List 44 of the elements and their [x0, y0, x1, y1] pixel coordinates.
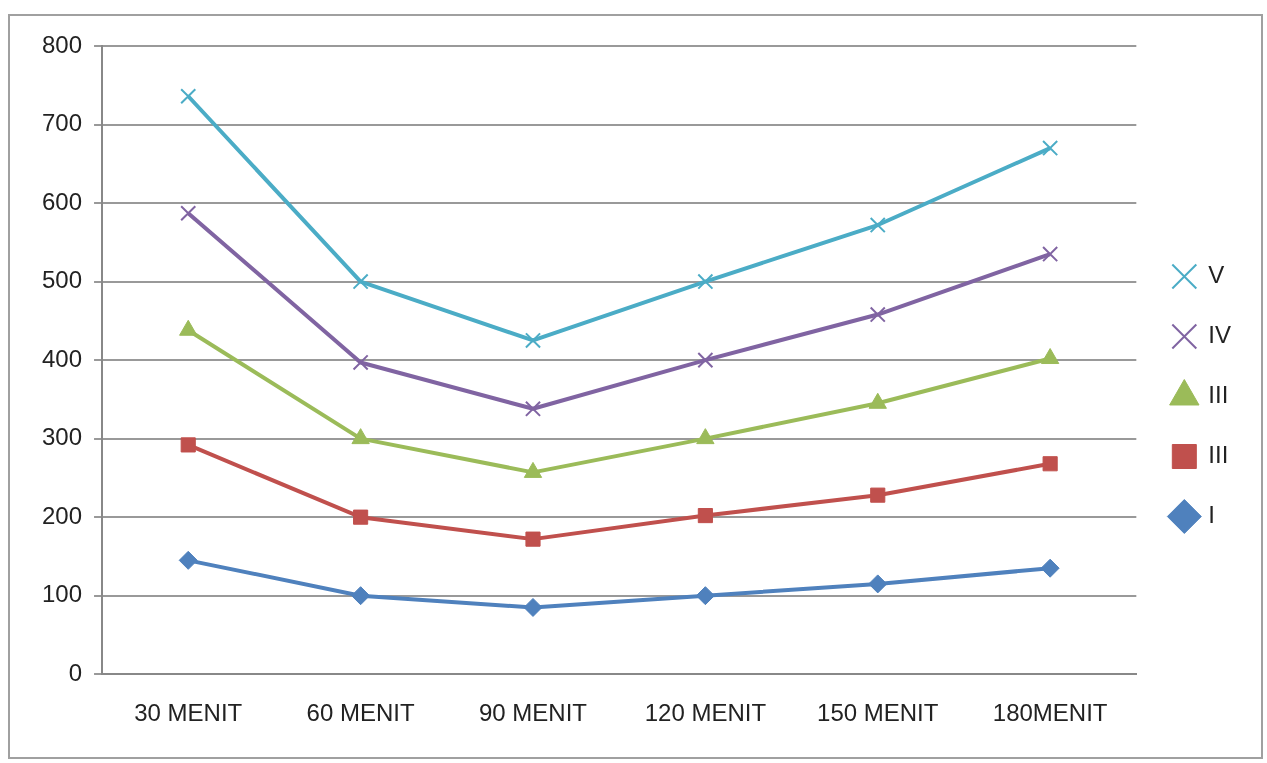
- y-tick-label: 300: [42, 423, 83, 451]
- point: [1042, 140, 1059, 157]
- point: [523, 597, 543, 617]
- legend-label: III: [1208, 381, 1229, 409]
- point: [869, 306, 886, 323]
- point: [697, 273, 714, 290]
- legend-label: III: [1208, 441, 1229, 469]
- x-tick-label: 90 MENIT: [478, 699, 588, 727]
- y-tick-label: 400: [42, 344, 83, 372]
- y-tick-label: 700: [42, 109, 83, 137]
- point: [697, 508, 713, 524]
- point: [524, 400, 542, 417]
- x-tick-label: 180MENIT: [992, 699, 1108, 727]
- legend-label: V: [1208, 261, 1225, 289]
- point: [353, 509, 369, 525]
- point: [525, 531, 541, 547]
- point: [869, 216, 886, 234]
- y-tick-label: 0: [68, 658, 83, 686]
- legend-label: IV: [1208, 321, 1232, 349]
- point: [1042, 246, 1059, 263]
- point: [868, 574, 888, 594]
- x-tick-label: 150 MENIT: [817, 699, 939, 727]
- y-tick-label: 200: [42, 501, 83, 529]
- y-tick-label: 100: [42, 580, 83, 608]
- point: [180, 437, 196, 453]
- point: [695, 586, 715, 606]
- x-tick-label: 30 MENIT: [134, 699, 243, 727]
- x-tick-label: 120 MENIT: [644, 699, 767, 727]
- point: [1042, 456, 1058, 472]
- legend-label: I: [1208, 501, 1215, 529]
- point: [697, 352, 714, 369]
- point: [180, 88, 197, 105]
- point: [351, 586, 371, 606]
- y-tick-label: 500: [42, 266, 83, 294]
- point: [178, 550, 198, 570]
- point: [180, 205, 197, 222]
- point: [870, 487, 886, 503]
- y-tick-label: 800: [42, 30, 83, 58]
- point: [352, 273, 369, 290]
- point: [352, 354, 369, 371]
- point: [524, 332, 542, 349]
- point: [1040, 558, 1060, 578]
- y-tick-label: 600: [42, 187, 83, 215]
- x-tick-label: 60 MENIT: [306, 699, 415, 727]
